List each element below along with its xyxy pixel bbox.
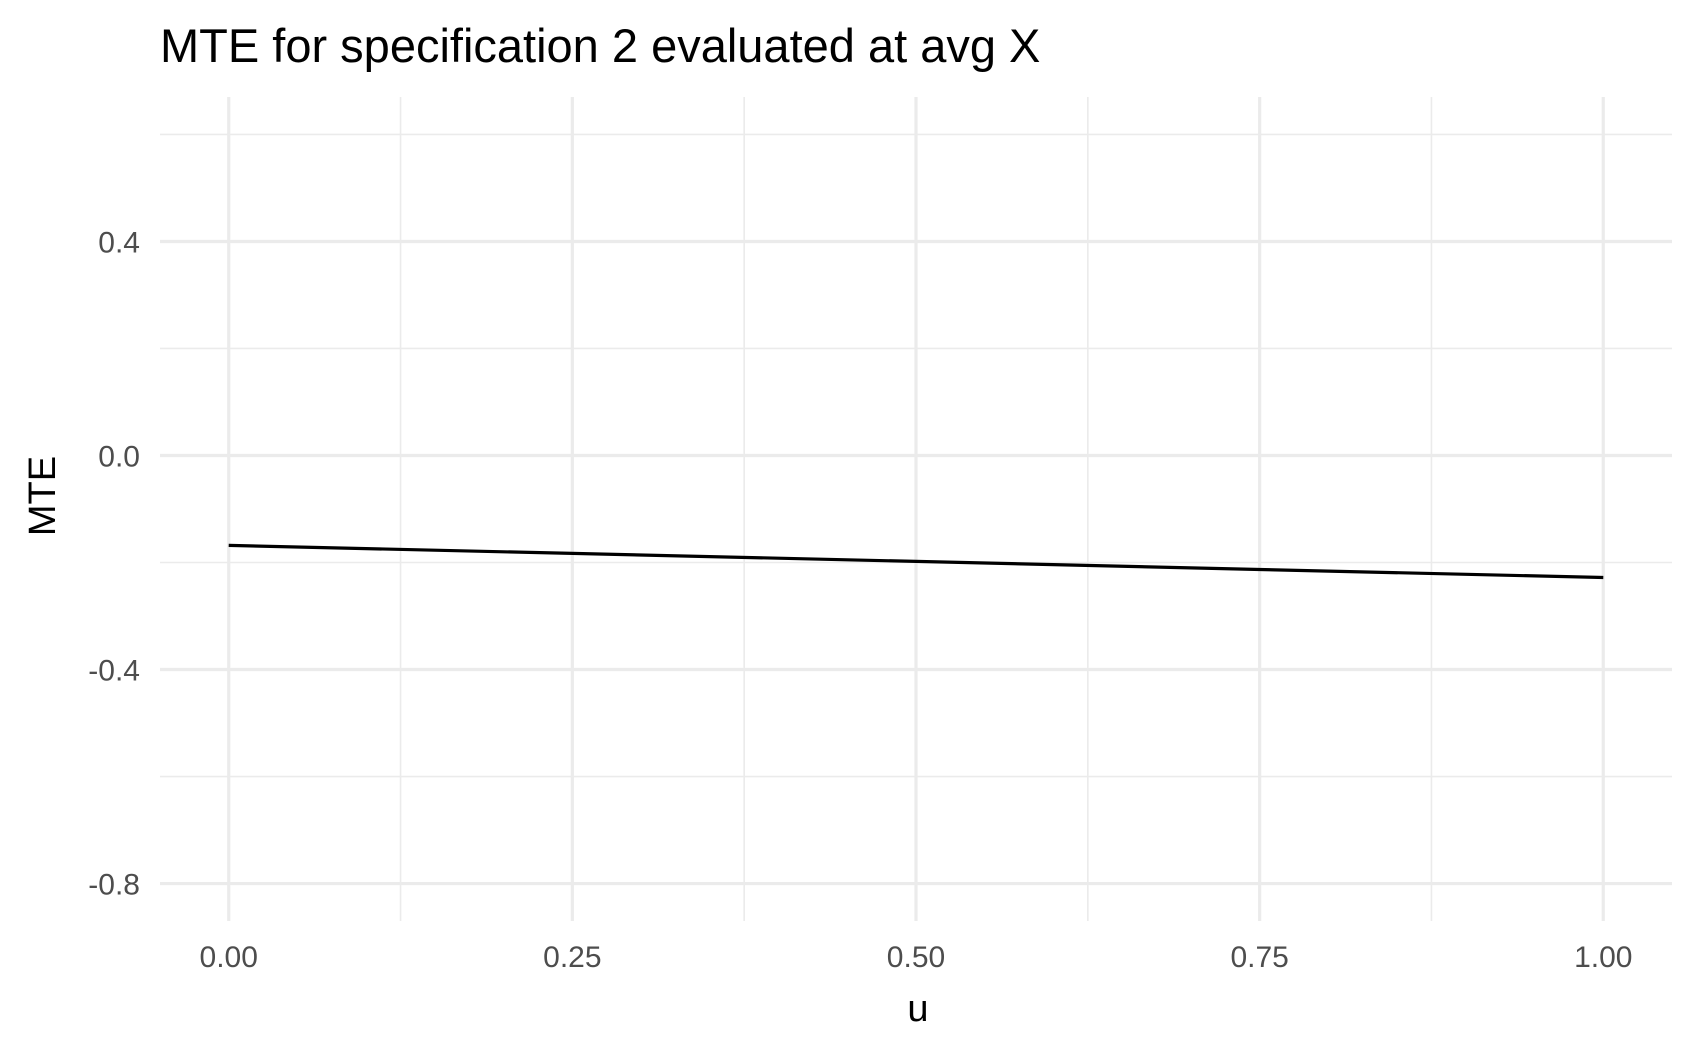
x-tick-labels: 0.00 0.25 0.50 0.75 1.00 bbox=[200, 941, 1633, 974]
x-tick-label: 0.00 bbox=[200, 941, 258, 974]
series-layer bbox=[228, 543, 1604, 580]
x-axis-label: u bbox=[907, 988, 928, 1030]
chart-title: MTE for specification 2 evaluated at avg… bbox=[160, 19, 1040, 72]
y-tick-label: 0.0 bbox=[98, 440, 140, 473]
series-line bbox=[228, 543, 1604, 580]
x-tick-label: 0.75 bbox=[1230, 941, 1288, 974]
y-tick-label: -0.8 bbox=[88, 869, 140, 902]
x-tick-label: 0.50 bbox=[887, 941, 945, 974]
x-tick-label: 0.25 bbox=[543, 941, 601, 974]
y-tick-label: -0.4 bbox=[88, 655, 140, 688]
y-axis-label: MTE bbox=[22, 456, 64, 536]
x-tick-label: 1.00 bbox=[1574, 941, 1632, 974]
major-gridlines bbox=[160, 97, 1672, 921]
y-tick-labels: -0.8 -0.4 0.0 0.4 bbox=[88, 226, 140, 901]
y-tick-label: 0.4 bbox=[98, 226, 140, 259]
